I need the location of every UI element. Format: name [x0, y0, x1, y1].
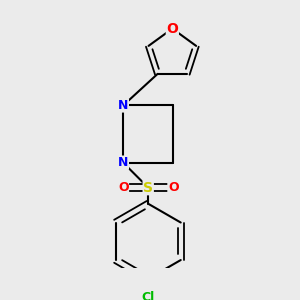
- Text: O: O: [118, 181, 128, 194]
- Text: S: S: [143, 181, 153, 195]
- Text: Cl: Cl: [142, 291, 155, 300]
- Text: N: N: [118, 99, 128, 112]
- Text: N: N: [118, 156, 128, 169]
- Text: O: O: [168, 181, 178, 194]
- Text: O: O: [167, 22, 178, 36]
